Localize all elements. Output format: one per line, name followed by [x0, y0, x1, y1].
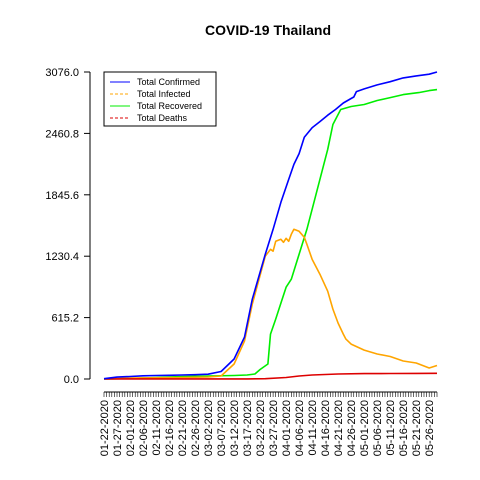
x-tick-label: 02-11-2020	[151, 400, 163, 455]
x-tick-label: 03-12-2020	[229, 400, 241, 456]
x-tick-label: 04-26-2020	[346, 400, 358, 456]
x-tick-label: 03-02-2020	[203, 400, 215, 456]
x-tick-label: 04-06-2020	[294, 400, 306, 456]
y-tick-label: 3076.0	[45, 67, 79, 79]
x-tick-label: 01-27-2020	[112, 400, 124, 456]
y-tick-label: 615.2	[51, 313, 79, 325]
series-line-total-confirmed	[103, 71, 438, 380]
series-lines	[103, 71, 438, 380]
legend-label: Total Confirmed	[137, 77, 200, 87]
x-tick-label: 03-27-2020	[268, 400, 280, 456]
x-tick-label: 02-01-2020	[125, 400, 137, 456]
legend: Total Confirmed Total Infected Total Recov…	[103, 71, 217, 127]
y-tick-label: 1230.4	[45, 251, 79, 263]
x-tick-label: 03-07-2020	[216, 400, 228, 456]
x-tick-label: 05-01-2020	[359, 400, 371, 456]
x-tick-label: 04-16-2020	[320, 400, 332, 456]
y-tick-label: 0.0	[64, 374, 79, 386]
x-tick-label: 05-06-2020	[372, 400, 384, 456]
x-tick-label: 03-22-2020	[255, 400, 267, 456]
y-tick-label: 1845.6	[45, 190, 79, 202]
x-tick-label: 05-16-2020	[398, 400, 410, 456]
legend-label: Total Infected	[137, 89, 191, 99]
y-tick-label: 2460.8	[45, 128, 79, 140]
legend-label: Total Recovered	[137, 101, 202, 111]
series-line-total-recovered	[103, 88, 438, 380]
legend-label: Total Deaths	[137, 113, 188, 123]
x-tick-label: 02-21-2020	[177, 400, 189, 456]
x-tick-label: 04-21-2020	[333, 400, 345, 456]
series-line-total-deaths	[103, 372, 438, 380]
x-tick-label: 01-22-2020	[99, 400, 111, 456]
series-line-total-infected	[103, 228, 438, 380]
x-axis: 01-22-2020 01-27-2020 02-01-2020 02-06-2020…	[99, 391, 438, 456]
x-tick-label: 03-17-2020	[242, 400, 254, 456]
chart-title: COVID-19 Thailand	[205, 22, 331, 38]
legend-box	[103, 71, 217, 127]
y-axis: 0.0 615.2 1230.4 1845.6 2460.8 3076.0	[45, 67, 91, 386]
x-tick-label: 04-11-2020	[307, 400, 319, 455]
x-tick-label: 02-06-2020	[138, 400, 150, 456]
x-tick-label: 04-01-2020	[281, 400, 293, 456]
x-tick-label: 05-21-2020	[411, 400, 423, 456]
x-tick-label: 05-26-2020	[424, 400, 436, 456]
x-tick-label: 05-11-2020	[385, 400, 397, 455]
x-tick-label: 02-16-2020	[164, 400, 176, 456]
x-tick-label: 02-26-2020	[190, 400, 202, 456]
